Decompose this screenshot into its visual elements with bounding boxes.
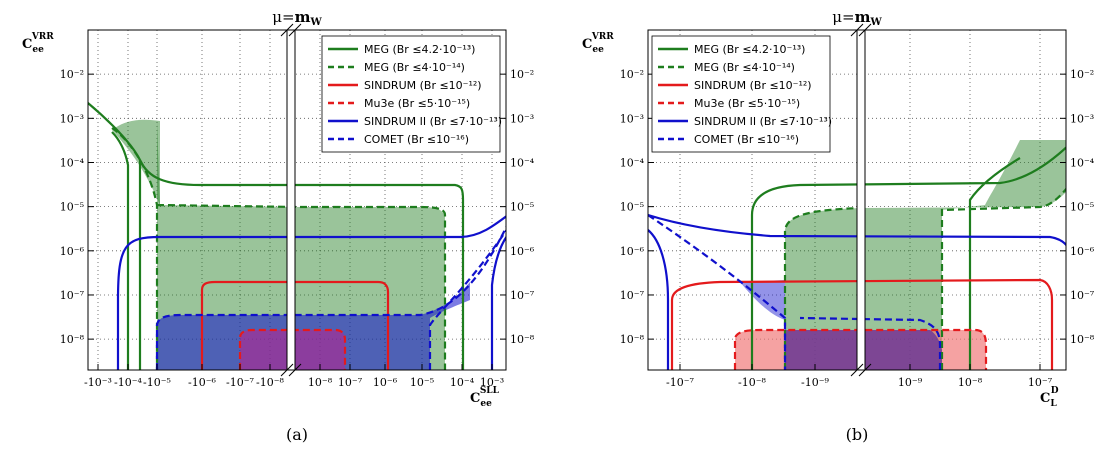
y-tick-label: 10⁻⁵ [510,201,534,214]
y-tick-label: 10⁻² [510,68,534,81]
y-tick-label: 10⁻³ [1070,112,1094,125]
legend-entry: MEG (Br ≤4·10⁻¹⁴) [694,61,795,74]
axis-break-a [287,30,295,370]
x-tick-label: 10⁻⁴ [450,376,475,389]
x-tick-label: -10⁻⁴ [114,376,143,389]
legend-entry: MEG (Br ≤4·10⁻¹⁴) [364,61,465,74]
y-tick-label: 10⁻⁵ [620,201,644,214]
y-tick-label: 10⁻³ [510,112,534,125]
plot-area-a [88,101,506,370]
y-tick-label: 10⁻⁶ [1070,245,1095,258]
plot-frame-a [87,29,507,371]
meg-current-curve-a-branch [111,131,130,370]
y-tick-label: 10⁻⁵ [60,201,84,214]
y-tick-label: 10⁻⁸ [510,333,535,346]
comet-fill-b [740,280,785,370]
y-tick-label: 10⁻² [1070,68,1094,81]
x-tick-label: -10⁻³ [84,376,112,389]
x-tick-label: -10⁻⁵ [143,376,171,389]
y-tick-label: 10⁻² [620,68,644,81]
y-tick-label: 10⁻⁶ [60,245,85,258]
legend-entry: MEG (Br ≤4.2·10⁻¹³) [694,43,805,56]
meg-future-fill-a-upper [112,119,160,205]
x-tick-label: 10⁻⁷ [1028,376,1053,389]
legend-entry: COMET (Br ≤10⁻¹⁶) [364,133,469,146]
legend-box [321,35,501,153]
meg-future-fill-a [157,121,445,370]
mu3e-curve-b [733,328,988,370]
legend-entry: MEG (Br ≤4.2·10⁻¹³) [364,43,475,56]
legend-b: MEG (Br ≤4.2·10⁻¹³) MEG (Br ≤4·10⁻¹⁴) SIND… [651,35,832,153]
y-tick-label: 10⁻⁶ [510,245,535,258]
sindrum-ii-curve-a [116,215,506,370]
legend-entry: SINDRUM II (Br ≤7·10⁻¹³) [364,115,502,128]
panel-a: μ=mW 10⁻⁸10⁻⁷10⁻⁶10⁻⁵10⁻⁴10⁻³10⁻² 10 [22,8,535,444]
panel-b: μ=mW 10⁻⁸ 10⁻⁷ 10⁻⁶ 10⁻⁵ 10⁻⁴ 10⁻³ 10⁻² 10⁻⁸ 10… [582,8,1095,444]
x-tick-label: 10⁻⁹ [898,376,923,389]
legend-box [651,35,831,153]
y-tick-label: 10⁻⁷ [60,289,85,302]
legend-entry: COMET (Br ≤10⁻¹⁶) [694,133,799,146]
y-axis-label-a: CeeVRR [22,32,54,55]
y-tick-label: 10⁻⁴ [1070,156,1095,169]
y-tick-label: 10⁻⁸ [60,333,85,346]
meg-current-curve-a [88,101,465,370]
sindrum-curve-a [200,280,390,370]
y-tick-label: 10⁻⁴ [510,156,535,169]
x-axis-label-b: CLD [1040,386,1059,409]
y-tick-label: 10⁻⁴ [60,156,85,169]
sindrum-curve-b [670,278,1054,370]
axis-break-b [857,30,865,370]
y-tick-label: 10⁻⁸ [1070,333,1095,346]
y-tick-label: 10⁻⁸ [620,333,645,346]
meg-current-curve-b [750,146,1066,370]
y-tick-label: 10⁻⁴ [620,156,645,169]
y-tick-label: 10⁻⁷ [620,289,645,302]
y-tick-label: 10⁻³ [620,112,644,125]
x-tick-label: -10⁻⁷ [666,376,695,389]
x-tick-label: 10⁻³ [480,376,504,389]
x-tick-label: 10⁻⁸ [308,376,333,389]
y-tick-label: 10⁻² [60,68,84,81]
x-tick-label: 10⁻⁶ [373,376,398,389]
legend-entry: SINDRUM (Br ≤10⁻¹²) [694,79,812,92]
caption-b: (b) [846,425,869,444]
caption-a: (a) [286,425,308,444]
legend-entry: Mu3e (Br ≤5·10⁻¹⁵) [694,97,800,110]
x-tick-label: -10⁻⁹ [801,376,830,389]
y-tick-label: 10⁻⁷ [510,289,535,302]
meg-future-fill-b [785,140,1066,370]
y-axis-label-b: CeeVRR [582,32,614,55]
y-tick-label: 10⁻⁵ [1070,201,1094,214]
y-tick-label: 10⁻⁶ [620,245,645,258]
x-tick-label: -10⁻⁸ [738,376,767,389]
comet-curve-b [648,214,942,370]
legend-entry: SINDRUM (Br ≤10⁻¹²) [364,79,482,92]
y-tick-label: 10⁻³ [60,112,84,125]
legend-entry: Mu3e (Br ≤5·10⁻¹⁵) [364,97,470,110]
x-tick-label: -10⁻⁸ [256,376,285,389]
x-tick-label: -10⁻⁷ [226,376,255,389]
legend-a: MEG (Br ≤4.2·10⁻¹³) MEG (Br ≤4·10⁻¹⁴) SIND… [321,35,502,153]
sindrum-ii-curve-b [648,213,1066,370]
comet-fill-a [157,282,470,370]
legend-entry: SINDRUM II (Br ≤7·10⁻¹³) [694,115,832,128]
x-tick-label: 10⁻⁸ [958,376,983,389]
x-tick-label: 10⁻⁵ [410,376,434,389]
comet-curve-a [155,224,506,370]
x-tick-label: -10⁻⁶ [188,376,217,389]
plot-frame-b [647,29,1067,371]
x-tick-label: 10⁻⁷ [338,376,363,389]
x-axis-label-a: CeeSLL [470,386,500,409]
panel-a-title: μ=mW [272,8,322,28]
panel-b-title: μ=mW [832,8,882,28]
meg-future-curve-a [111,127,447,370]
y-tick-label: 10⁻⁷ [1070,289,1095,302]
